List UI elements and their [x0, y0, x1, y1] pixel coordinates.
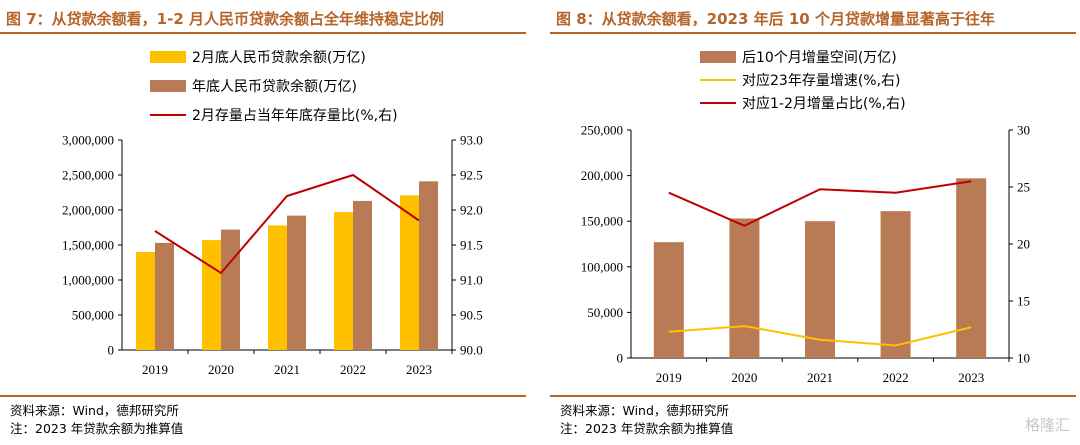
y-right-tick-label: 91.0 — [460, 273, 483, 288]
x-tick-label: 2021 — [274, 362, 300, 377]
series-line — [154, 173, 420, 275]
bar — [419, 181, 438, 350]
series-line — [668, 180, 972, 227]
legend-swatch — [150, 113, 186, 116]
chart-panel-left: 图 7：从贷款余额看，1-2 月人民币贷款余额占全年维持稳定比例 2月底人民币贷… — [0, 0, 530, 445]
y-right-tick-label: 92.0 — [460, 203, 483, 218]
chart-title-left: 图 7：从贷款余额看，1-2 月人民币贷款余额占全年维持稳定比例 — [6, 10, 444, 28]
bar — [956, 178, 987, 358]
legend-item: 对应1-2月增量占比(%,右) — [700, 91, 906, 114]
footnote-left: 注：2023 年贷款余额为推算值 — [10, 421, 184, 436]
footnote-right: 注：2023 年贷款余额为推算值 — [560, 421, 734, 436]
legend-label: 年底人民币贷款余额(万亿) — [192, 78, 357, 95]
bar — [805, 221, 835, 358]
y-right-tick-label: 93.0 — [460, 133, 483, 148]
legend-label: 对应1-2月增量占比(%,右) — [742, 95, 906, 112]
y-left-tick-label: 500,000 — [72, 308, 114, 323]
source-note-left: 资料来源：Wind，德邦研究所 — [10, 403, 179, 418]
y-right-tick-label: 10 — [1017, 351, 1030, 366]
y-left-tick-label: 50,000 — [587, 305, 623, 320]
title-rule-left — [0, 32, 526, 34]
legend-swatch — [700, 50, 736, 63]
bar — [221, 229, 240, 350]
bar — [202, 240, 221, 350]
legend-label: 对应23年存量增速(%,右) — [742, 72, 901, 89]
title-rule-right — [550, 32, 1076, 34]
y-right-tick-label: 15 — [1017, 294, 1030, 309]
chart-panel-right: 图 8：从贷款余额看，2023 年后 10 个月贷款增量显著高于往年 后10个月… — [550, 0, 1080, 445]
y-left-tick-label: 1,500,000 — [62, 238, 114, 253]
x-tick-label: 2023 — [958, 370, 984, 385]
bar — [334, 212, 353, 350]
legend-swatch — [150, 50, 186, 63]
bar — [400, 195, 419, 350]
bar — [653, 242, 684, 358]
bar — [136, 252, 155, 350]
y-right-tick-label: 90.5 — [460, 308, 483, 323]
legend-label: 后10个月增量空间(万亿) — [742, 49, 897, 66]
x-tick-label: 2020 — [208, 362, 234, 377]
x-tick-label: 2020 — [731, 370, 757, 385]
x-tick-label: 2021 — [807, 370, 833, 385]
footer-rule-right — [550, 395, 1076, 397]
y-left-tick-label: 0 — [108, 343, 115, 358]
y-right-tick-label: 25 — [1017, 180, 1030, 195]
y-right-tick-label: 30 — [1017, 123, 1030, 138]
y-right-tick-label: 90.0 — [460, 343, 483, 358]
y-right-tick-label: 91.5 — [460, 238, 483, 253]
chart-title-right: 图 8：从贷款余额看，2023 年后 10 个月贷款增量显著高于往年 — [556, 10, 995, 28]
legend-swatch — [700, 101, 736, 104]
x-tick-label: 2019 — [142, 362, 168, 377]
legend-swatch — [700, 78, 736, 81]
y-left-tick-label: 2,500,000 — [62, 168, 114, 183]
bar — [287, 215, 306, 350]
y-left-tick-label: 3,000,000 — [62, 133, 114, 148]
y-left-tick-label: 150,000 — [581, 214, 623, 229]
legend-item: 对应23年存量增速(%,右) — [700, 68, 906, 91]
watermark-logo: 格隆汇 — [1024, 416, 1070, 434]
legend-item: 2月底人民币贷款余额(万亿) — [150, 42, 398, 71]
y-left-tick-label: 200,000 — [581, 168, 623, 183]
series-line — [668, 325, 972, 347]
legend-label: 2月底人民币贷款余额(万亿) — [192, 49, 366, 66]
chart-plot-left: 0 500,000 1,000,000 1,500,000 2,000,000 2,500… — [62, 133, 483, 378]
y-left-tick-label: 250,000 — [581, 123, 623, 138]
legend-item: 2月存量占当年年底存量比(%,右) — [150, 100, 398, 129]
x-tick-label: 2022 — [340, 362, 366, 377]
y-left-tick-label: 0 — [617, 351, 624, 366]
legend-right: 后10个月增量空间(万亿) 对应23年存量增速(%,右) 对应1-2月增量占比(… — [700, 45, 906, 114]
y-right-tick-label: 20 — [1017, 237, 1030, 252]
y-left-tick-label: 2,000,000 — [62, 203, 114, 218]
chart-plot-right: 0 50,000 100,000 150,000 200,000 250,000 10 15 2… — [581, 123, 1030, 386]
legend-item: 后10个月增量空间(万亿) — [700, 45, 906, 68]
source-note-right: 资料来源：Wind，德邦研究所 — [560, 403, 729, 418]
legend-left: 2月底人民币贷款余额(万亿) 年底人民币贷款余额(万亿) 2月存量占当年年底存量… — [150, 42, 398, 129]
x-tick-label: 2023 — [406, 362, 432, 377]
legend-label: 2月存量占当年年底存量比(%,右) — [192, 107, 398, 124]
x-tick-label: 2019 — [656, 370, 682, 385]
y-right-tick-label: 92.5 — [460, 168, 483, 183]
bar — [353, 200, 372, 350]
y-left-tick-label: 1,000,000 — [62, 273, 114, 288]
bar — [268, 225, 287, 350]
bar — [880, 211, 911, 358]
legend-swatch — [150, 79, 186, 92]
footer-rule-left — [0, 395, 526, 397]
x-tick-label: 2022 — [883, 370, 909, 385]
legend-item: 年底人民币贷款余额(万亿) — [150, 71, 398, 100]
bar — [729, 218, 760, 358]
y-left-tick-label: 100,000 — [581, 259, 623, 274]
bar — [155, 242, 174, 350]
